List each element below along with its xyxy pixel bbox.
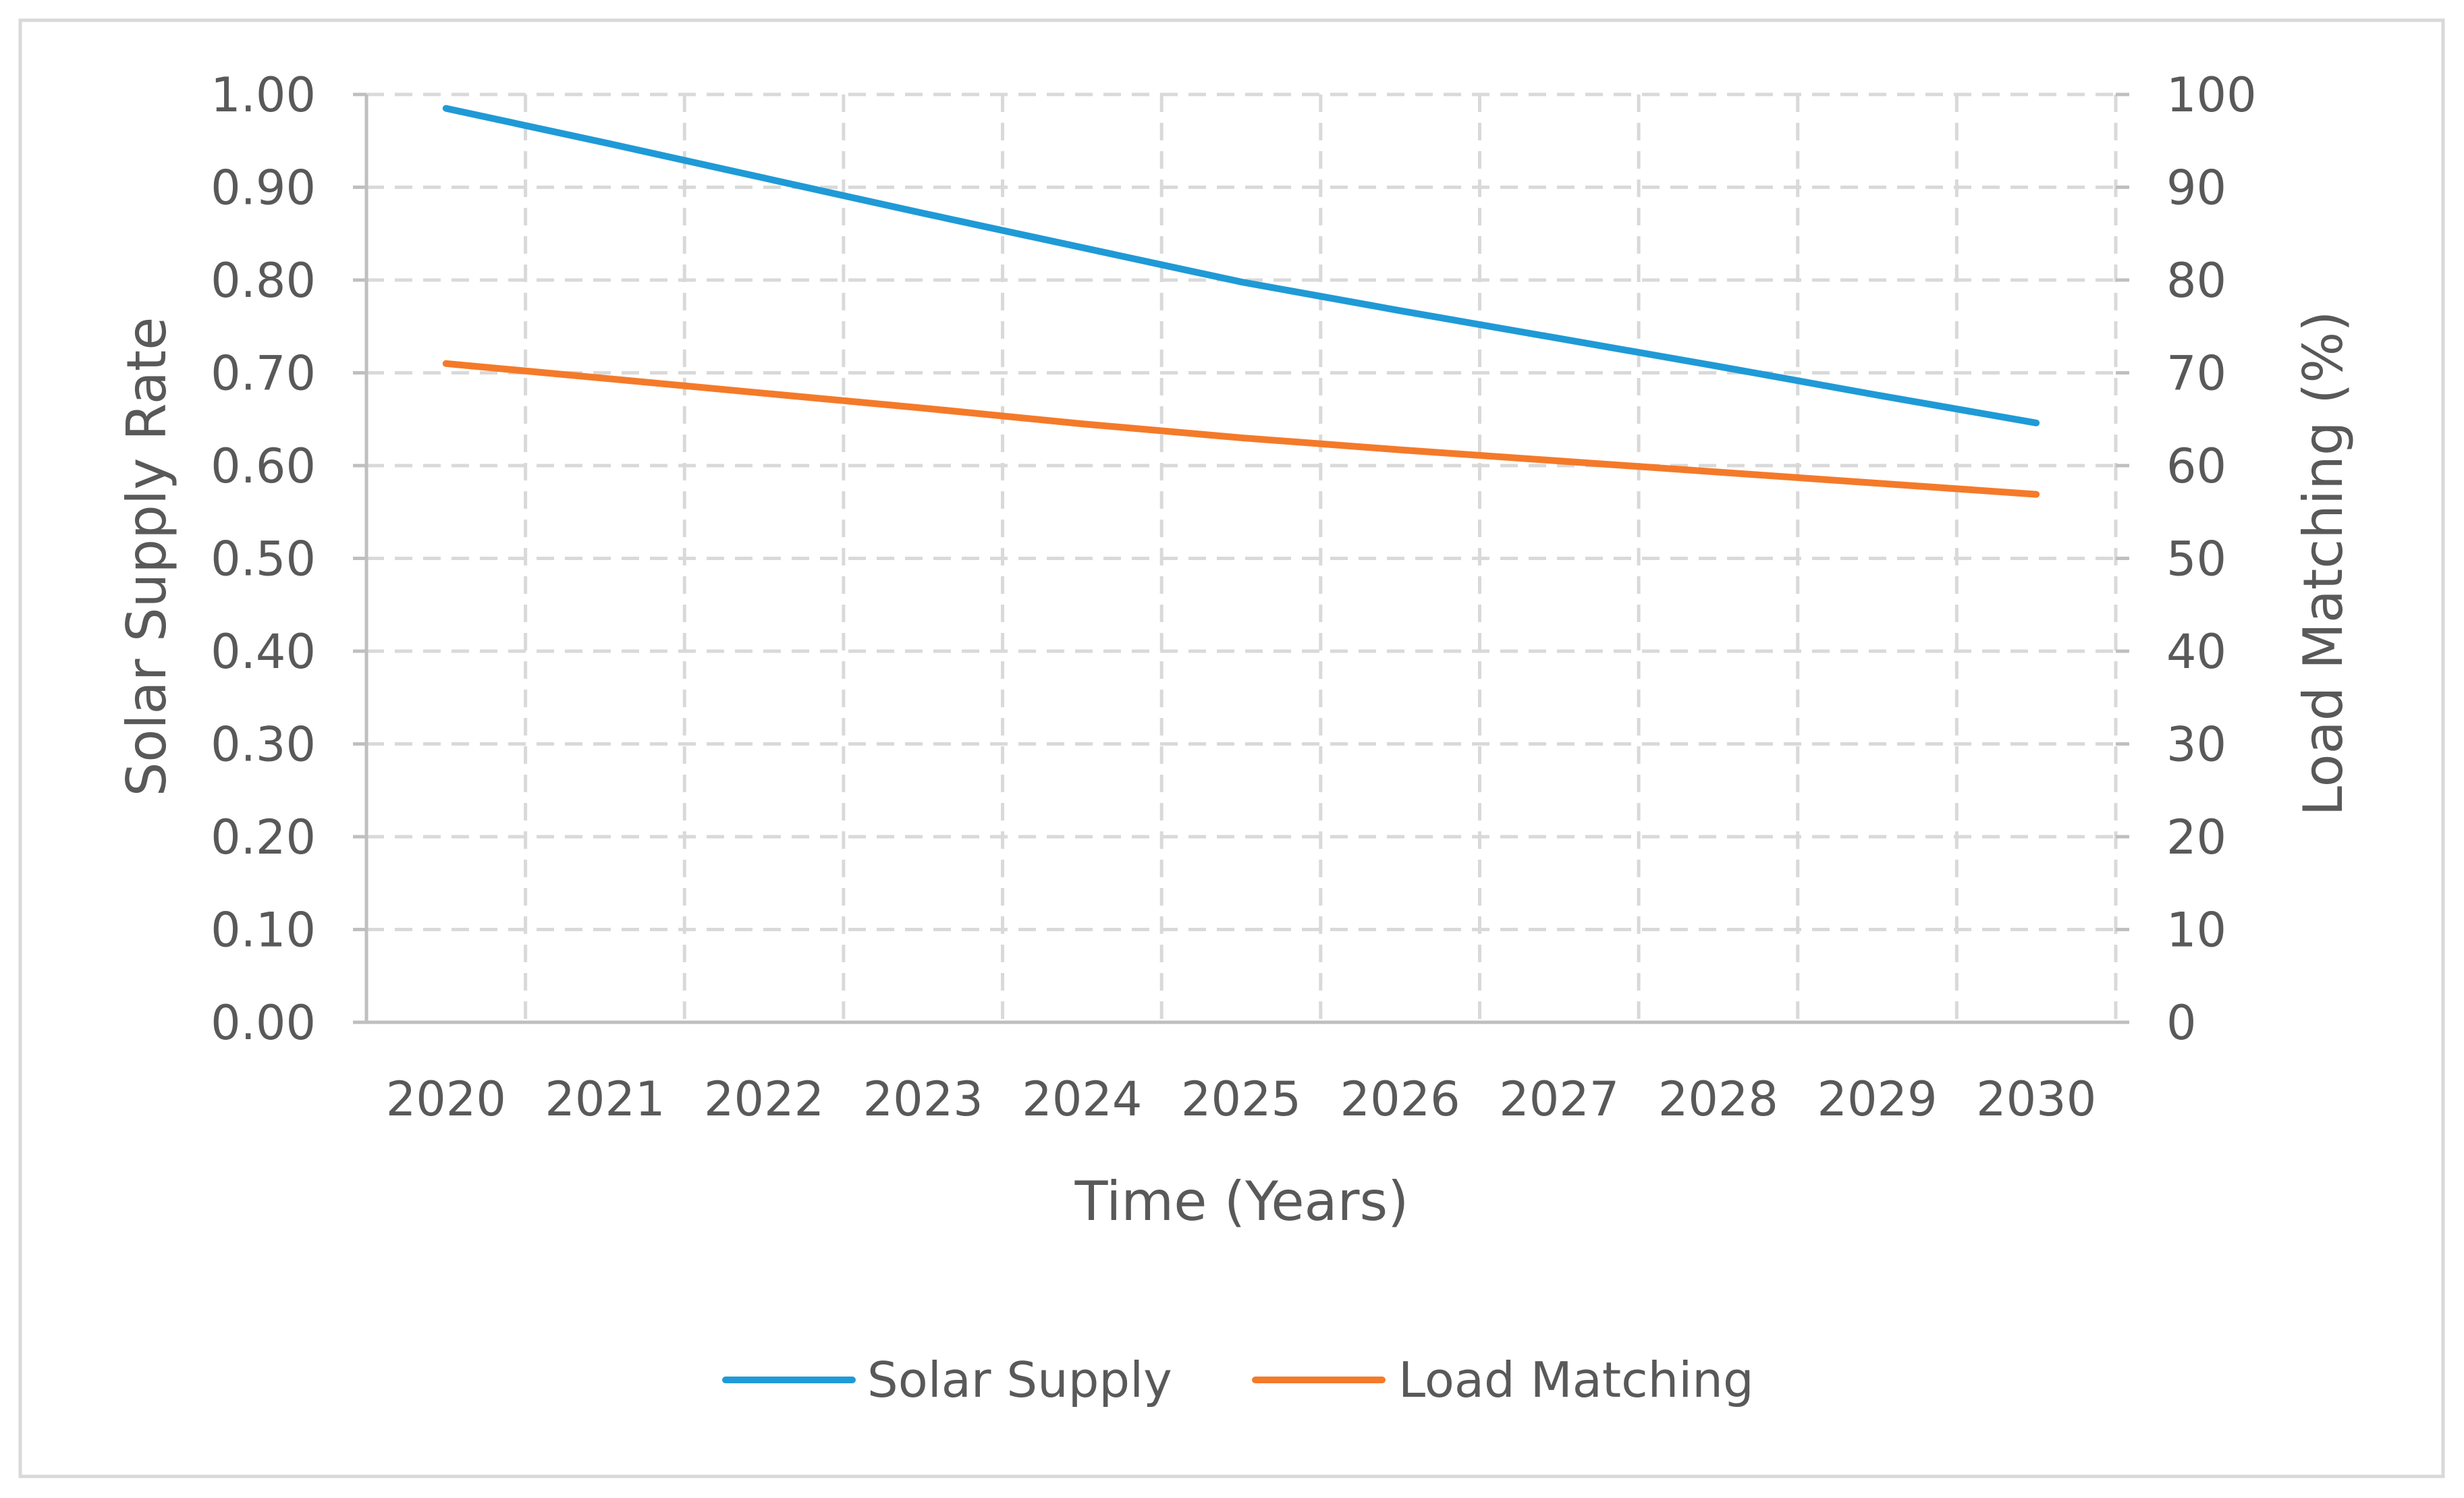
x-tick-label: 2028 (1658, 1072, 1778, 1127)
series-line-load-matching (442, 360, 2040, 498)
x-tick-label: 2029 (1817, 1072, 1937, 1127)
legend-label-solar-supply: Solar Supply (867, 1352, 1172, 1408)
y-tick-label: 0.10 (211, 903, 316, 958)
y-tick-label: 0.90 (211, 161, 316, 216)
y2-tick-label: 20 (2166, 810, 2226, 865)
y2-tick-label: 60 (2166, 439, 2226, 494)
legend-label-load-matching: Load Matching (1398, 1352, 1754, 1408)
y-tick-label: 1.00 (211, 67, 316, 123)
y2-tick-label: 90 (2166, 161, 2226, 216)
y-tick-label: 0.70 (211, 346, 316, 401)
x-tick-label: 2027 (1499, 1072, 1619, 1127)
x-tick-label: 2022 (704, 1072, 824, 1127)
y2-axis-title: Load Matching (%) (2292, 310, 2355, 816)
y-axis-title: Solar Supply Rate (115, 317, 178, 797)
chart-frame (18, 18, 2445, 1478)
series-lines (442, 105, 2040, 498)
x-tick-label: 2026 (1340, 1072, 1460, 1127)
y-tick-label: 0.60 (211, 439, 316, 494)
series-line-solar-supply (442, 105, 2040, 426)
y2-tick-label: 50 (2166, 532, 2226, 587)
y-tick-label: 0.20 (211, 810, 316, 865)
x-axis-title: Time (Years) (1074, 1170, 1409, 1233)
y-tick-label: 0.50 (211, 532, 316, 587)
y-tick-label: 0.00 (211, 995, 316, 1051)
axes (353, 92, 2129, 1024)
y2-tick-label: 70 (2166, 346, 2226, 401)
y2-tick-label: 100 (2166, 67, 2257, 123)
y-tick-label: 0.40 (211, 624, 316, 679)
y-tick-label: 0.80 (211, 253, 316, 308)
x-tick-label: 2025 (1181, 1072, 1301, 1127)
y-tick-label: 0.30 (211, 717, 316, 773)
y2-tick-label: 30 (2166, 717, 2226, 773)
y2-tick-label: 0 (2166, 995, 2197, 1051)
x-tick-label: 2024 (1022, 1072, 1142, 1127)
x-tick-label: 2023 (863, 1072, 983, 1127)
x-tick-label: 2020 (386, 1072, 506, 1127)
x-tick-label: 2030 (1976, 1072, 2096, 1127)
legend: Solar Supply Load Matching (722, 1352, 1754, 1408)
y2-tick-label: 10 (2166, 903, 2226, 958)
tick-labels: 0.00 0.10 0.20 0.30 0.40 0.50 0.60 0.70 0.80 0.90… (211, 67, 2256, 1127)
gridlines (366, 92, 2118, 1022)
x-tick-label: 2021 (545, 1072, 665, 1127)
y2-tick-label: 40 (2166, 624, 2226, 679)
y2-tick-label: 80 (2166, 253, 2226, 308)
